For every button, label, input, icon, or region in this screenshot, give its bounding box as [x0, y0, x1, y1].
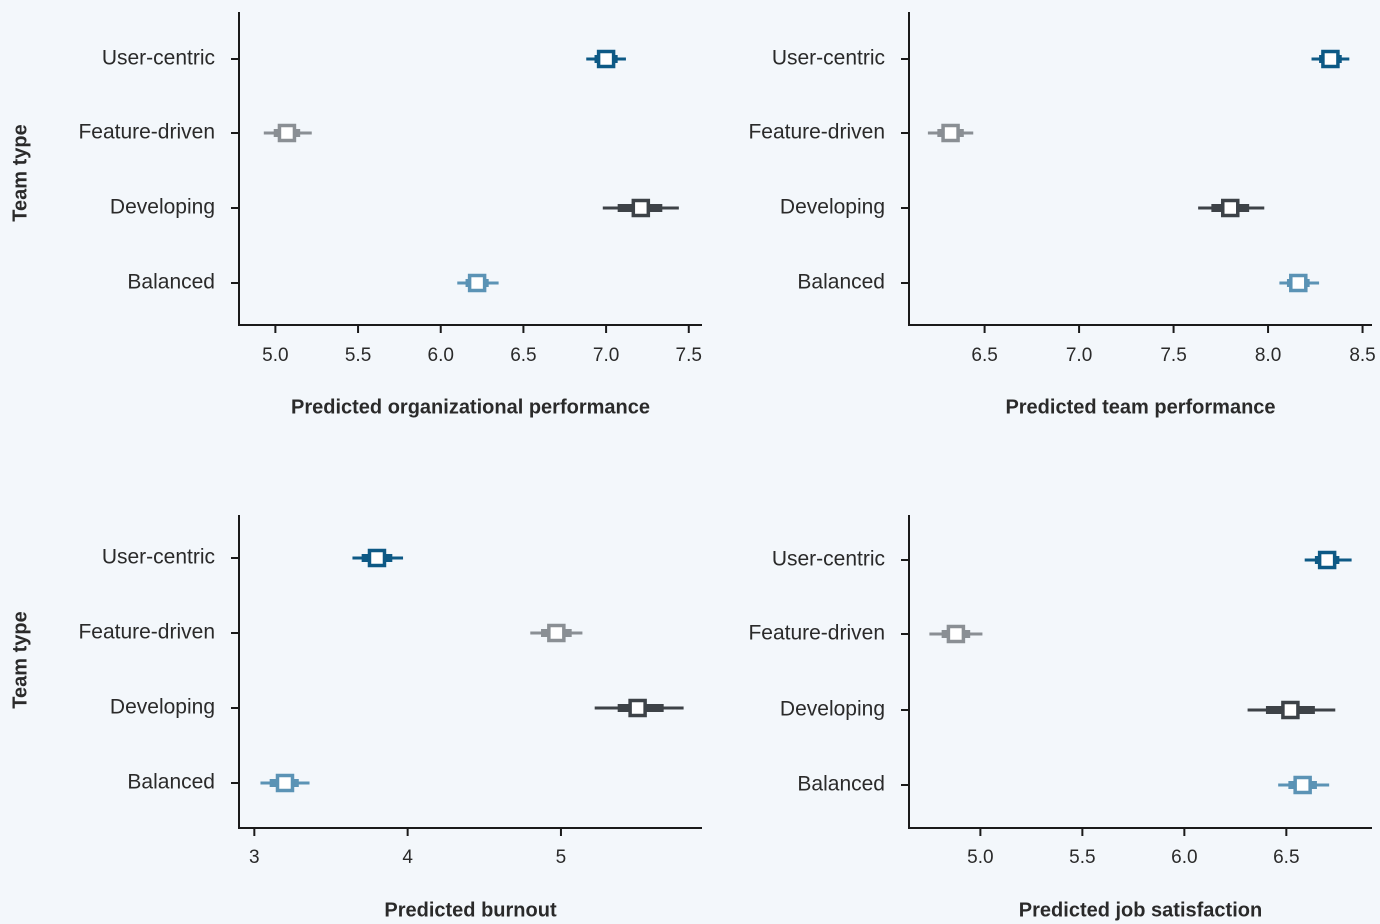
x-tick-label: 8.5 [1349, 345, 1375, 366]
category-label-developing: Developing [110, 696, 215, 719]
category-label-balanced: Balanced [797, 271, 885, 294]
category-label-user-centric: User-centric [772, 47, 885, 70]
x-tick-label: 5 [556, 847, 567, 868]
estimate-feature-driven [264, 126, 312, 141]
category-label-developing: Developing [780, 196, 885, 219]
point-estimate [549, 626, 564, 641]
point-estimate [948, 627, 963, 642]
estimate-feature-driven [929, 627, 982, 642]
estimate-user-centric [1305, 553, 1352, 568]
point-estimate [1320, 553, 1335, 568]
x-tick-label: 6.0 [1171, 847, 1197, 868]
x-tick-label: 7.0 [593, 345, 619, 366]
point-estimate [633, 201, 648, 216]
x-tick-label: 7.0 [1066, 345, 1092, 366]
estimate-user-centric [1312, 52, 1350, 67]
category-label-user-centric: User-centric [102, 546, 215, 569]
category-label-user-centric: User-centric [102, 47, 215, 70]
x-tick-label: 4 [402, 847, 413, 868]
y-axis-title: Team type [9, 611, 31, 708]
x-tick-label: 5.0 [262, 345, 288, 366]
point-estimate [277, 776, 292, 791]
panel-predicted-job-satisfaction: 5.0 5.5 6.0 6.5 User-centric Feature-driven De… [748, 515, 1372, 921]
x-tick-label: 6.5 [1273, 847, 1299, 868]
category-label-balanced: Balanced [797, 773, 885, 796]
estimate-developing [1248, 703, 1336, 718]
category-label-feature-driven: Feature-driven [748, 121, 885, 144]
estimate-feature-driven [530, 626, 582, 641]
estimate-developing [603, 201, 679, 216]
point-estimate [1295, 778, 1310, 793]
x-tick-label: 7.5 [676, 345, 702, 366]
estimate-user-centric [352, 551, 403, 566]
point-estimate [1283, 703, 1298, 718]
x-tick-label: 6.0 [428, 345, 454, 366]
estimate-developing [1198, 201, 1264, 216]
point-estimate [369, 551, 384, 566]
point-estimate [1223, 201, 1238, 216]
point-estimate [1323, 52, 1338, 67]
category-label-developing: Developing [110, 196, 215, 219]
category-label-feature-driven: Feature-driven [748, 622, 885, 645]
point-estimate [470, 276, 485, 291]
estimate-balanced [1279, 276, 1319, 291]
x-tick-label: 6.5 [971, 345, 997, 366]
category-label-balanced: Balanced [127, 271, 215, 294]
x-tick-label: 6.5 [510, 345, 536, 366]
x-tick-label: 5.5 [345, 345, 371, 366]
x-axis-title: Predicted burnout [384, 899, 557, 921]
category-label-balanced: Balanced [127, 771, 215, 794]
panel-predicted-organizational-performance: 5.0 5.5 6.0 6.5 7.0 7.5 User-centric Feature-dr… [9, 12, 702, 418]
estimate-balanced [1278, 778, 1329, 793]
x-tick-label: 3 [249, 847, 260, 868]
estimate-developing [595, 701, 684, 716]
y-axis-title: Team type [9, 124, 31, 221]
category-label-developing: Developing [780, 698, 885, 721]
category-label-feature-driven: Feature-driven [78, 621, 215, 644]
x-tick-label: 7.5 [1160, 345, 1186, 366]
panel-predicted-team-performance: 6.5 7.0 7.5 8.0 8.5 User-centric Feature-drive… [748, 12, 1375, 418]
estimate-balanced [457, 276, 498, 291]
x-tick-label: 5.5 [1069, 847, 1095, 868]
point-estimate [599, 52, 614, 67]
category-label-feature-driven: Feature-driven [78, 121, 215, 144]
x-axis-title: Predicted job satisfaction [1019, 899, 1262, 921]
estimate-balanced [260, 776, 309, 791]
estimate-feature-driven [928, 126, 973, 141]
point-estimate [1291, 276, 1306, 291]
x-tick-label: 8.0 [1255, 345, 1281, 366]
category-label-user-centric: User-centric [772, 548, 885, 571]
panel-predicted-burnout: 3 4 5 User-centric Feature-driven Developing B… [9, 515, 702, 921]
estimate-user-centric [586, 52, 626, 67]
x-axis-title: Predicted organizational performance [291, 396, 650, 418]
point-estimate [630, 701, 645, 716]
x-axis-title: Predicted team performance [1005, 396, 1275, 418]
x-tick-label: 5.0 [967, 847, 993, 868]
point-estimate [943, 126, 958, 141]
point-estimate [279, 126, 294, 141]
